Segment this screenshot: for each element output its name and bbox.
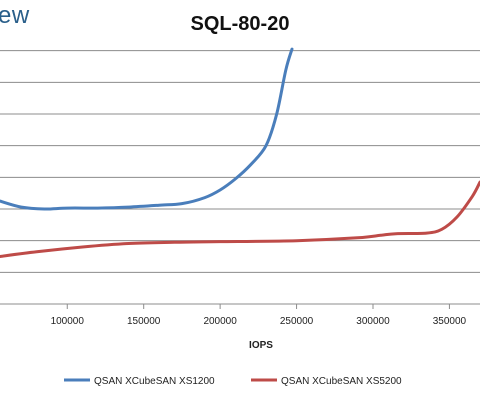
x-tick-label: 300000 — [356, 316, 390, 327]
x-tick-label: 200000 — [203, 316, 237, 327]
x-tick-label: 350000 — [433, 316, 467, 327]
logo-fragment: ew — [0, 2, 30, 29]
series-line-2 — [0, 180, 480, 258]
x-axis — [0, 303, 480, 309]
x-tick-label: 250000 — [280, 316, 314, 327]
x-tick-label: 100000 — [51, 316, 85, 327]
chart-title: SQL-80-20 — [190, 13, 290, 35]
legend-label-2: QSAN XCubeSAN XS5200 — [281, 376, 402, 387]
x-tick-label: 150000 — [127, 316, 161, 327]
legend: QSAN XCubeSAN XS1200 QSAN XCubeSAN XS5200 — [64, 376, 402, 387]
gridlines — [0, 50, 480, 273]
x-tick-labels: 100000 150000 200000 250000 300000 350000 — [51, 316, 467, 327]
x-axis-title: IOPS — [249, 340, 273, 351]
series-lines — [0, 47, 480, 258]
legend-label-1: QSAN XCubeSAN XS1200 — [94, 376, 215, 387]
series-line-1 — [0, 47, 294, 211]
